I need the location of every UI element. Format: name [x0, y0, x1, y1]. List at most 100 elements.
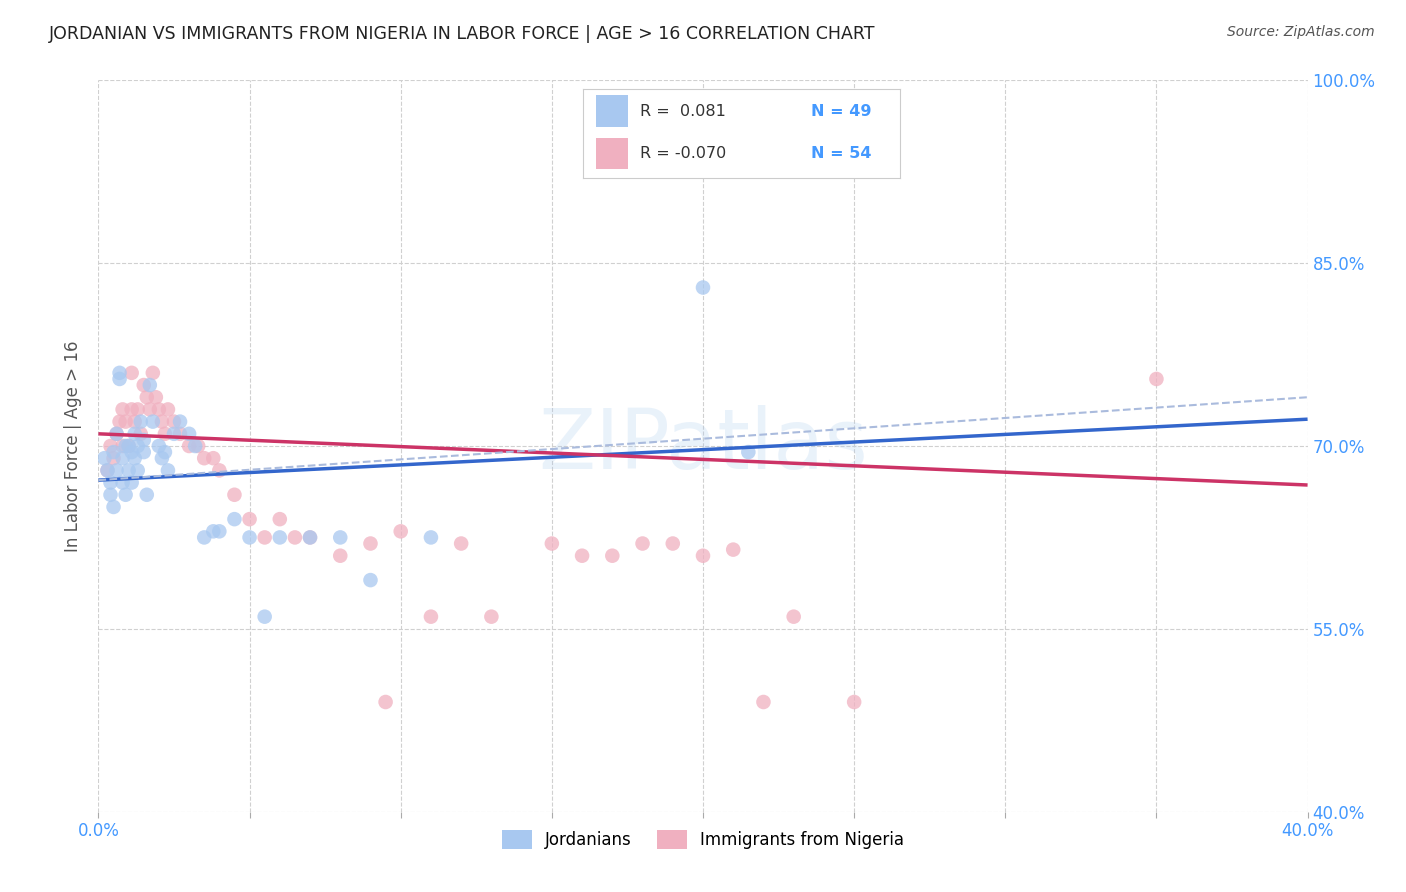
Point	[692, 549, 714, 563]
Point	[239, 530, 262, 544]
Point	[105, 426, 128, 441]
Point	[93, 451, 115, 466]
Point	[481, 609, 503, 624]
Point	[118, 463, 141, 477]
Point	[124, 415, 146, 429]
Point	[114, 488, 136, 502]
Point	[208, 524, 231, 539]
Point	[169, 426, 191, 441]
Point	[132, 445, 155, 459]
Point	[360, 536, 382, 550]
Point	[208, 463, 231, 477]
Point	[329, 530, 352, 544]
Point	[202, 524, 225, 539]
Point	[540, 536, 562, 550]
Point	[420, 530, 443, 544]
Point	[752, 695, 775, 709]
Point	[723, 542, 745, 557]
Point	[111, 451, 134, 466]
Point	[100, 488, 122, 502]
Point	[111, 475, 134, 490]
Point	[114, 439, 136, 453]
Text: N = 54: N = 54	[811, 146, 872, 161]
Point	[156, 402, 179, 417]
Point	[253, 530, 276, 544]
Point	[129, 426, 152, 441]
Point	[139, 402, 162, 417]
Point	[135, 488, 157, 502]
Point	[571, 549, 593, 563]
Point	[239, 512, 262, 526]
Point	[737, 445, 759, 459]
Point	[103, 451, 125, 466]
Point	[661, 536, 683, 550]
Point	[118, 439, 141, 453]
Point	[179, 439, 201, 453]
Point	[1144, 372, 1167, 386]
Point	[224, 488, 246, 502]
Point	[193, 451, 215, 466]
Point	[142, 415, 165, 429]
Text: Source: ZipAtlas.com: Source: ZipAtlas.com	[1227, 25, 1375, 39]
Point	[96, 463, 118, 477]
Point	[269, 530, 291, 544]
Point	[108, 372, 131, 386]
Point	[135, 390, 157, 404]
Point	[121, 445, 143, 459]
Point	[111, 402, 134, 417]
Point	[202, 451, 225, 466]
Point	[299, 530, 322, 544]
Point	[142, 366, 165, 380]
Point	[193, 530, 215, 544]
Text: JORDANIAN VS IMMIGRANTS FROM NIGERIA IN LABOR FORCE | AGE > 16 CORRELATION CHART: JORDANIAN VS IMMIGRANTS FROM NIGERIA IN …	[49, 25, 876, 43]
Point	[150, 415, 173, 429]
Point	[139, 378, 162, 392]
Point	[129, 415, 152, 429]
Point	[450, 536, 472, 550]
Point	[108, 366, 131, 380]
Point	[169, 415, 191, 429]
Point	[844, 695, 866, 709]
Point	[103, 500, 125, 514]
Point	[150, 451, 173, 466]
Point	[127, 402, 149, 417]
Point	[108, 415, 131, 429]
Point	[184, 439, 207, 453]
Text: R = -0.070: R = -0.070	[641, 146, 727, 161]
Point	[631, 536, 654, 550]
Point	[153, 426, 176, 441]
Text: N = 49: N = 49	[811, 103, 872, 119]
Point	[269, 512, 291, 526]
Point	[121, 366, 143, 380]
Point	[187, 439, 209, 453]
Bar	[596, 95, 627, 127]
Point	[145, 390, 167, 404]
Point	[132, 378, 155, 392]
Point	[124, 426, 146, 441]
Point	[783, 609, 806, 624]
Point	[284, 530, 307, 544]
Point	[156, 463, 179, 477]
Text: R =  0.081: R = 0.081	[641, 103, 727, 119]
Point	[329, 549, 352, 563]
Point	[124, 451, 146, 466]
Y-axis label: In Labor Force | Age > 16: In Labor Force | Age > 16	[65, 340, 83, 552]
Point	[692, 280, 714, 294]
Point	[163, 426, 186, 441]
Point	[389, 524, 412, 539]
Point	[374, 695, 396, 709]
Point	[360, 573, 382, 587]
Point	[114, 415, 136, 429]
Point	[148, 402, 170, 417]
Point	[121, 475, 143, 490]
Point	[105, 426, 128, 441]
Point	[148, 439, 170, 453]
Point	[127, 439, 149, 453]
Point	[602, 549, 624, 563]
Point	[153, 445, 176, 459]
Point	[100, 475, 122, 490]
Point	[163, 415, 186, 429]
Point	[132, 433, 155, 447]
Point	[96, 463, 118, 477]
Point	[121, 402, 143, 417]
